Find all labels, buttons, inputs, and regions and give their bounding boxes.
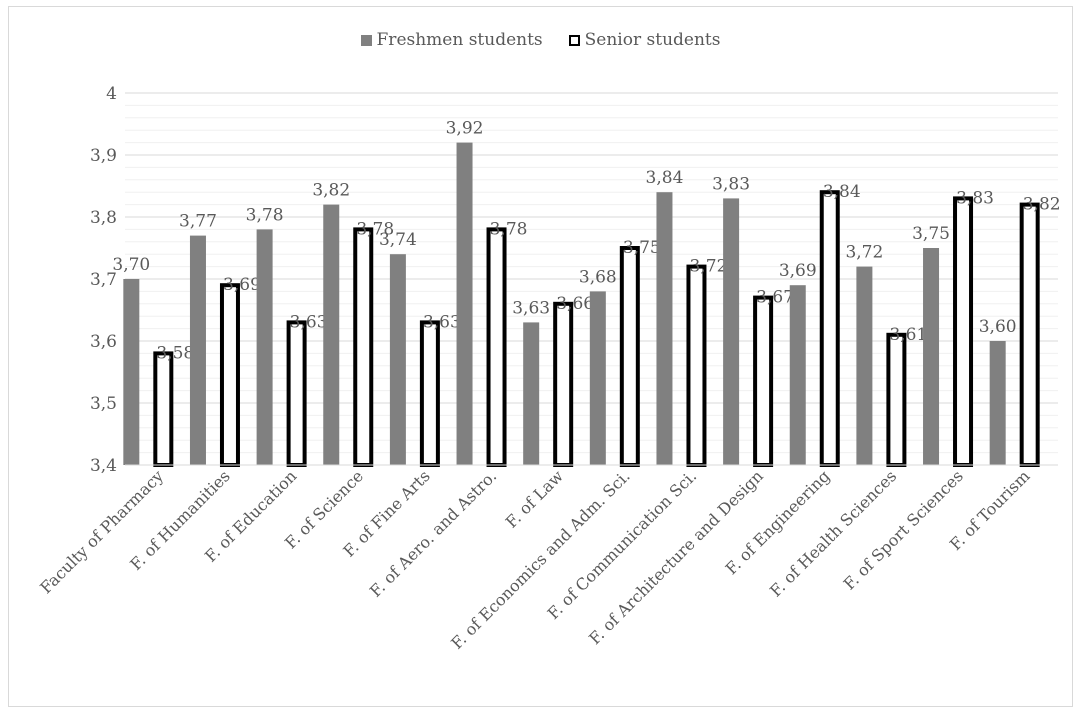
data-label-senior: 3,84 [823,182,861,202]
bar-freshmen [923,248,940,465]
bar-senior [819,190,840,467]
x-tick-label: F. of Aero. and Astro. [366,466,500,600]
bar-freshmen [723,198,740,465]
bar-senior [553,301,574,467]
data-label-freshmen: 3,78 [246,205,284,225]
bar-senior [419,320,440,467]
data-label-freshmen: 3,72 [845,243,883,263]
data-label-freshmen: 3,69 [779,261,817,281]
data-label-senior: 3,75 [623,238,661,258]
data-label-freshmen: 3,68 [579,267,617,287]
bar-freshmen [389,254,406,465]
bar-freshmen [656,192,673,465]
bar-freshmen [256,229,273,465]
x-tick-label: Faculty of Pharmacy [36,466,167,597]
data-label-senior: 3,78 [356,219,394,239]
bar-freshmen [789,285,806,465]
data-label-freshmen: 3,60 [979,317,1017,337]
data-label-freshmen: 3,75 [912,224,950,244]
bar-senior [1019,202,1040,467]
y-tick-label: 4 [106,84,117,104]
bar-freshmen [589,291,606,465]
bar-senior [886,332,907,467]
data-label-senior: 3,83 [956,188,994,208]
data-label-senior: 3,78 [490,219,528,239]
bar-senior [686,264,707,467]
data-label-freshmen: 3,83 [712,174,750,194]
bar-senior [486,227,507,467]
data-label-senior: 3,82 [1023,195,1061,215]
bar-freshmen [456,142,473,465]
data-label-freshmen: 3,63 [512,298,550,318]
y-tick-label: 3,9 [90,146,117,166]
data-label-senior: 3,66 [556,294,594,314]
data-label-senior: 3,63 [423,312,461,332]
y-tick-label: 3,8 [90,208,117,228]
legend-label-senior: Senior students [584,30,721,50]
data-label-senior: 3,63 [290,312,328,332]
bar-senior [753,295,774,467]
x-tick-label: F. of Sport Sciences [840,466,967,593]
bar-freshmen [989,341,1006,465]
data-label-senior: 3,72 [690,257,728,277]
bar-freshmen [323,204,340,465]
data-label-senior: 3,58 [156,343,194,363]
data-label-senior: 3,67 [756,288,794,308]
data-label-freshmen: 3,77 [179,212,217,232]
bar-senior [219,283,240,468]
legend-label-freshmen: Freshmen students [376,30,543,50]
data-label-senior: 3,61 [889,325,927,345]
bar-senior [286,320,307,467]
bar-freshmen [189,235,206,465]
bar-freshmen [856,266,873,465]
bar-senior [353,227,374,467]
legend-item-freshmen: Freshmen students [360,30,543,50]
bar-senior [619,246,640,467]
legend-swatch-senior [568,34,580,46]
x-tick-label: F. of Law [502,466,567,531]
data-label-freshmen: 3,84 [646,168,684,188]
legend-item-senior: Senior students [568,30,721,50]
data-label-freshmen: 3,82 [312,181,350,201]
y-tick-label: 3,5 [90,394,117,414]
bar-senior [953,196,974,467]
y-tick-label: 3,7 [90,270,117,290]
data-label-freshmen: 3,70 [112,255,150,275]
bar-freshmen [523,322,540,465]
data-label-senior: 3,69 [223,275,261,295]
legend: Freshmen students Senior students [0,30,1081,50]
legend-swatch-freshmen [360,34,372,46]
y-tick-label: 3,4 [90,456,117,476]
y-tick-label: 3,6 [90,332,117,352]
data-label-freshmen: 3,92 [446,119,484,139]
bar-senior [153,351,174,467]
data-label-freshmen: 3,74 [379,230,417,250]
bar-freshmen [123,279,140,465]
x-tick-label: F. of Health Sciences [766,466,900,600]
